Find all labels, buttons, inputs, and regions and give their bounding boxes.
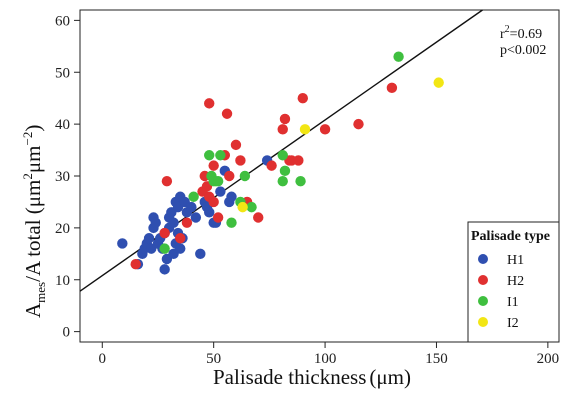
legend: Palisade type H1 H2 I1 I2: [467, 221, 560, 343]
point-h2: [230, 139, 242, 151]
point-i1: [239, 170, 251, 182]
point-i1: [277, 175, 288, 187]
point-i2: [237, 201, 248, 213]
point-h2: [181, 217, 193, 228]
point-h1: [226, 191, 237, 202]
y-tick-label: 60: [55, 13, 70, 29]
legend-label-h1: H1: [507, 253, 524, 268]
point-h1: [168, 217, 179, 228]
legend-label-i1: I1: [507, 295, 519, 310]
point-i1: [215, 150, 226, 161]
x-tick-label: 100: [314, 351, 337, 367]
point-i2: [433, 77, 444, 88]
point-h2: [279, 113, 291, 125]
x-axis-ticks: 0 50 100 150 200: [99, 342, 560, 367]
point-h1: [159, 264, 170, 275]
point-i1: [277, 150, 288, 161]
y-tick-label: 30: [55, 169, 70, 185]
point-h1: [190, 212, 202, 223]
p-annotation: p<0.002: [500, 43, 546, 58]
point-h2: [161, 175, 173, 187]
y-tick-label: 40: [55, 117, 70, 133]
point-h1: [195, 248, 206, 260]
point-h1: [117, 238, 128, 249]
data-points: [117, 51, 444, 275]
point-i1: [188, 191, 199, 202]
y-tick-label: 50: [55, 65, 70, 81]
point-h2: [266, 160, 277, 171]
r2-annotation: r2=0.69: [500, 24, 542, 42]
y-tick-label: 20: [55, 221, 70, 237]
y-tick-label: 10: [55, 273, 70, 289]
point-h2: [224, 170, 235, 182]
point-h2: [212, 212, 224, 223]
x-tick-label: 0: [99, 351, 107, 367]
point-h2: [277, 124, 288, 135]
point-h1: [186, 201, 197, 213]
point-i1: [279, 165, 291, 177]
point-h2: [297, 92, 308, 104]
x-axis-title: Palisade thickness (μm): [213, 365, 411, 389]
point-i2: [299, 124, 311, 135]
legend-label-i2: I2: [507, 316, 519, 331]
legend-title: Palisade type: [471, 229, 550, 244]
point-h2: [159, 227, 170, 239]
point-h2: [353, 118, 364, 130]
point-h2: [204, 98, 215, 109]
point-i1: [204, 150, 215, 161]
point-i1: [226, 217, 237, 228]
legend-marker-i1: [478, 296, 488, 306]
point-h2: [208, 196, 219, 208]
point-h2: [235, 155, 246, 166]
x-tick-label: 200: [537, 351, 560, 367]
point-h2: [221, 108, 233, 119]
point-i1: [393, 51, 404, 62]
point-h2: [319, 124, 331, 135]
point-h1: [215, 186, 226, 197]
point-i1: [246, 201, 257, 213]
y-tick-label: 0: [63, 325, 71, 341]
x-tick-label: 50: [206, 351, 221, 367]
point-i1: [159, 243, 170, 254]
point-h2: [293, 155, 304, 166]
point-h2: [130, 258, 141, 270]
legend-marker-i2: [478, 317, 488, 327]
y-axis-title: Ames/A total (μm2μm−2): [20, 125, 48, 318]
point-h2: [386, 82, 398, 94]
point-h2: [208, 160, 219, 171]
point-h1: [143, 233, 155, 244]
legend-marker-h1: [478, 254, 488, 264]
point-h1: [175, 243, 186, 254]
x-tick-label: 150: [425, 351, 448, 367]
point-i1: [212, 175, 224, 187]
point-h2: [253, 212, 264, 223]
point-h2: [175, 233, 186, 244]
point-h1: [150, 217, 161, 228]
legend-label-h2: H2: [507, 274, 524, 289]
point-i1: [295, 175, 306, 187]
y-axis-ticks: 0 10 20 30 40 50 60: [55, 13, 80, 341]
legend-marker-h2: [478, 275, 488, 285]
point-h1: [204, 207, 215, 218]
